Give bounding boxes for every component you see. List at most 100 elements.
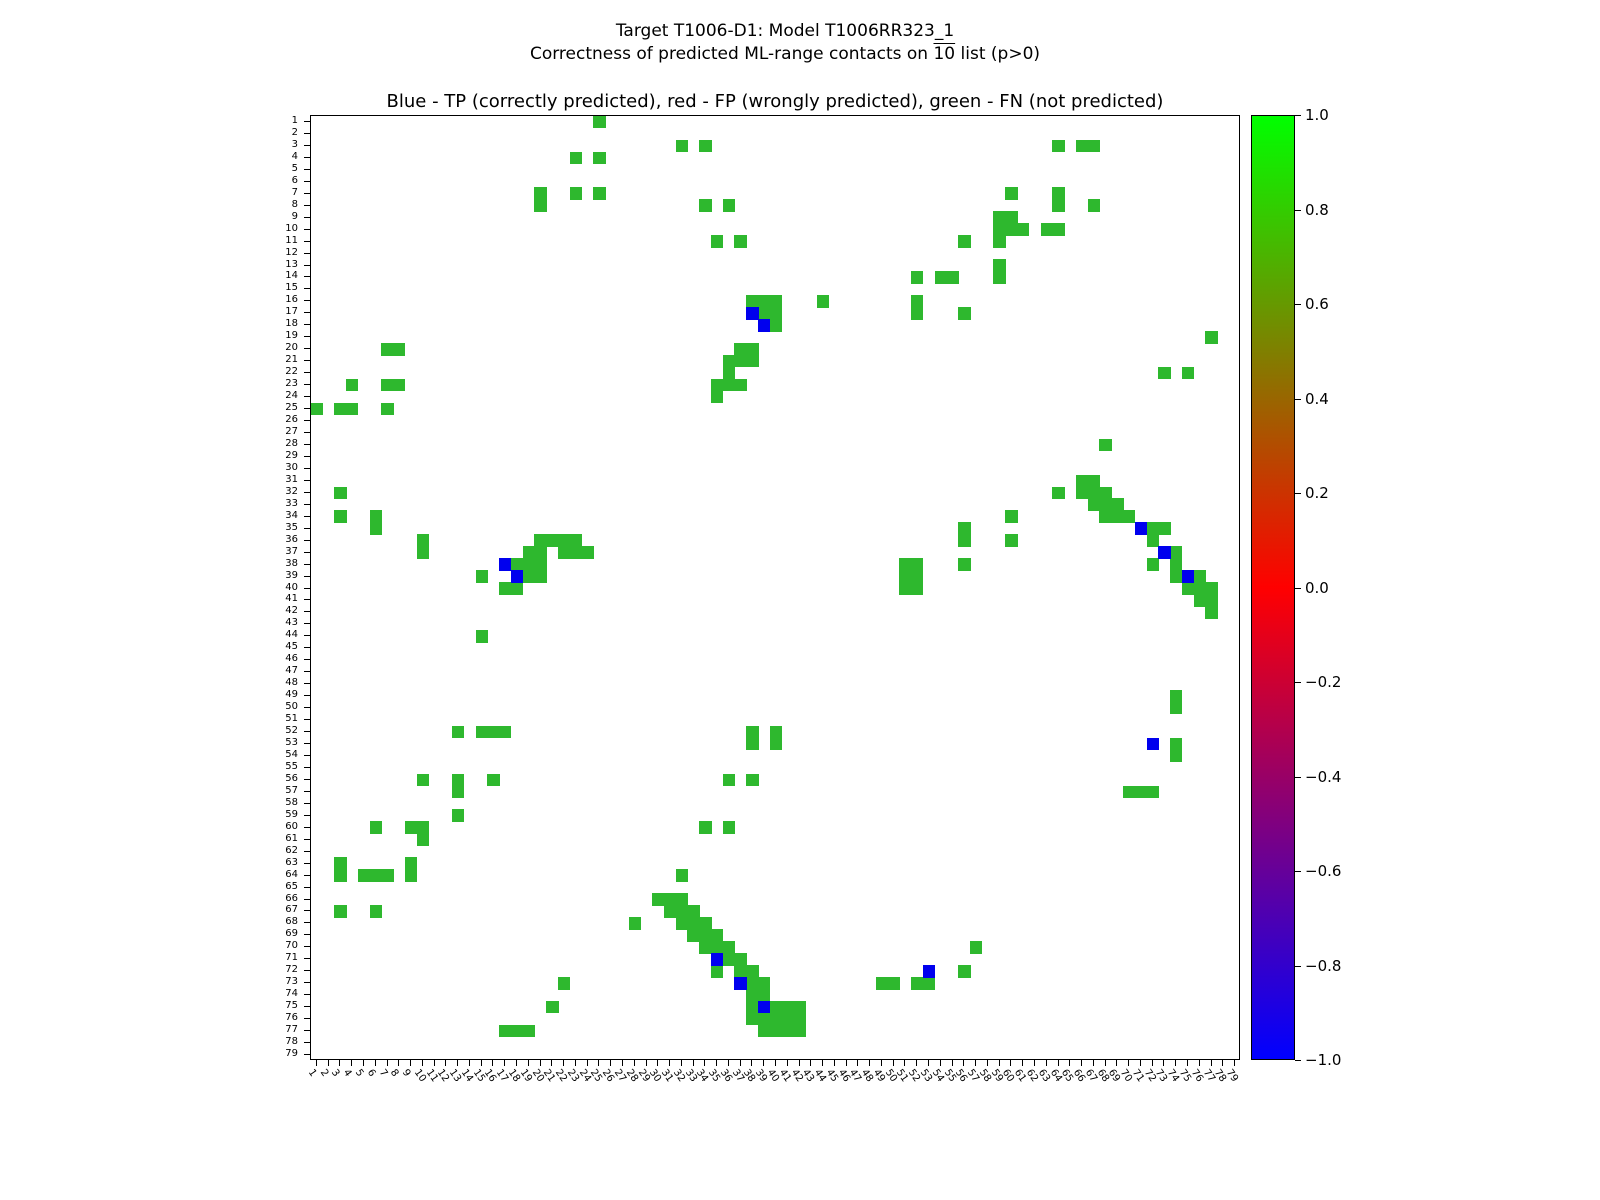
y-tick-label: 55 — [285, 760, 298, 772]
fn-cell — [534, 534, 547, 547]
x-tick-mark — [951, 1060, 953, 1066]
y-tick-label: 68 — [285, 916, 298, 928]
fn-cell — [369, 869, 382, 882]
fn-cell — [1146, 534, 1159, 547]
fn-cell — [522, 546, 535, 559]
fn-cell — [781, 1000, 794, 1014]
x-tick-mark — [551, 1060, 553, 1066]
fn-cell — [734, 378, 747, 392]
fn-cell — [1005, 211, 1018, 224]
subtitle-prefix: Correctness of predicted ML-range contac… — [529, 44, 934, 64]
x-tick-mark — [386, 1060, 388, 1066]
y-tick-mark — [304, 994, 310, 996]
y-tick-label: 51 — [285, 713, 298, 725]
x-tick-mark — [563, 1060, 565, 1066]
y-tick-label: 73 — [285, 976, 298, 988]
x-tick-label: 7 — [376, 1067, 389, 1079]
fn-cell — [557, 534, 571, 547]
x-tick-mark — [1163, 1060, 1165, 1066]
y-tick-mark — [304, 826, 310, 828]
fn-cell — [510, 582, 524, 595]
figure-title-line1: Target T1006-D1: Model T1006RR323_1 — [615, 21, 955, 41]
fn-cell — [1075, 139, 1089, 153]
fn-cell — [769, 737, 783, 751]
fn-cell — [722, 378, 736, 392]
y-tick-label: 37 — [285, 545, 298, 557]
y-tick-mark — [304, 408, 310, 410]
x-tick-mark — [457, 1060, 459, 1066]
colorbar-tick-label: −0.4 — [1305, 767, 1342, 786]
fn-cell — [675, 869, 688, 882]
x-tick-mark — [1222, 1060, 1224, 1066]
fn-cell — [875, 976, 889, 990]
x-tick-label: 5 — [352, 1067, 366, 1079]
y-tick-mark — [304, 156, 310, 158]
fn-cell — [758, 976, 771, 990]
tp-cell — [746, 307, 759, 320]
fn-cell — [663, 893, 677, 906]
x-tick-mark — [1022, 1060, 1024, 1066]
fn-cell — [1181, 366, 1195, 380]
fn-cell — [1205, 582, 1218, 595]
fn-cell — [769, 1024, 783, 1038]
fn-cell — [1205, 594, 1218, 607]
fn-cell — [758, 307, 771, 320]
y-tick-mark — [304, 743, 310, 744]
y-tick-mark — [304, 862, 310, 864]
fn-cell — [769, 319, 783, 332]
y-tick-mark — [304, 647, 310, 649]
y-tick-label: 75 — [285, 1000, 298, 1012]
y-tick-label: 16 — [285, 294, 298, 306]
y-tick-label: 14 — [285, 270, 298, 282]
y-tick-mark — [304, 348, 310, 350]
y-tick-mark — [304, 946, 310, 948]
y-tick-mark — [304, 324, 310, 326]
y-tick-mark — [304, 252, 310, 254]
x-tick-mark — [339, 1060, 341, 1066]
x-tick-mark — [880, 1060, 882, 1066]
y-tick-mark — [304, 1018, 310, 1020]
fn-cell — [699, 917, 712, 930]
y-tick-label: 58 — [285, 796, 298, 808]
y-tick-label: 5 — [291, 162, 298, 174]
fn-cell — [675, 139, 688, 153]
x-tick-label: 2 — [317, 1067, 331, 1079]
y-tick-mark — [304, 455, 310, 457]
colorbar-tick-label: −0.2 — [1305, 673, 1342, 691]
x-tick-mark — [1081, 1060, 1083, 1066]
x-tick-label: 79 — [1223, 1067, 1241, 1085]
x-tick-mark — [763, 1060, 765, 1066]
fn-cell — [546, 1000, 559, 1014]
y-tick-label: 57 — [285, 784, 298, 796]
fn-cell — [369, 522, 382, 535]
fn-cell — [499, 582, 512, 595]
fn-cell — [451, 785, 465, 799]
x-tick-mark — [704, 1060, 706, 1066]
y-tick-label: 35 — [285, 521, 298, 533]
y-tick-label: 62 — [285, 844, 298, 856]
fn-cell — [1075, 474, 1089, 488]
fn-cell — [522, 558, 535, 571]
y-tick-label: 1 — [291, 114, 298, 126]
fn-cell — [522, 570, 535, 583]
x-tick-mark — [1210, 1060, 1212, 1066]
fn-cell — [769, 1012, 783, 1026]
fn-cell — [793, 1024, 806, 1038]
y-tick-mark — [304, 922, 310, 924]
fn-cell — [722, 366, 736, 380]
y-tick-mark — [304, 144, 310, 146]
y-tick-label: 77 — [285, 1024, 298, 1036]
colorbar-tick-label: 0.4 — [1305, 389, 1329, 408]
tp-cell — [758, 1000, 771, 1014]
x-tick-mark — [433, 1060, 435, 1066]
figure-title: Target T1006-D1: Model T1006RR323_1 Corr… — [0, 20, 1570, 66]
y-tick-mark — [304, 431, 310, 433]
fn-cell — [557, 546, 571, 559]
fn-cell — [946, 271, 959, 284]
x-tick-mark — [374, 1060, 376, 1066]
fn-cell — [899, 558, 912, 571]
x-tick-mark — [975, 1060, 977, 1066]
x-tick-mark — [1151, 1060, 1153, 1066]
x-tick-mark — [833, 1060, 835, 1066]
fn-cell — [1170, 749, 1183, 763]
